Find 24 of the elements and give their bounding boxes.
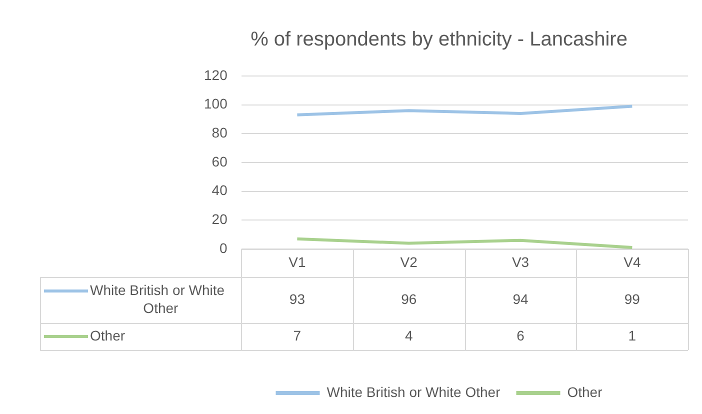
- x-tick-label: V3: [512, 254, 530, 270]
- y-tick-label: 20: [212, 211, 228, 228]
- x-tick-label: V2: [400, 254, 418, 270]
- x-tick-label: V1: [288, 254, 306, 270]
- text: White British or White Other: [326, 384, 500, 400]
- y-tick-label: 100: [204, 96, 228, 112]
- legend-label: White British or White Other: [90, 282, 225, 316]
- data-label: 94: [512, 290, 529, 307]
- chart-title: % of respondents by ethnicity - Lancashire: [250, 28, 628, 51]
- data-label: 4: [404, 327, 413, 344]
- y-tick-label: 40: [212, 182, 228, 198]
- y-tick-label: 80: [212, 124, 228, 141]
- data-label: 99: [624, 290, 640, 307]
- y-tick-label: 0: [220, 240, 228, 256]
- x-tick-label: V4: [624, 254, 641, 270]
- legend-label: Other: [567, 384, 603, 400]
- data-label: 7: [293, 327, 302, 344]
- text: Other: [90, 327, 126, 344]
- y-tick-label: 120: [204, 66, 228, 83]
- data-label: 6: [516, 327, 525, 344]
- data-label: 93: [289, 290, 306, 307]
- data-label: 1: [628, 327, 636, 344]
- y-tick-label: 60: [212, 153, 228, 170]
- data-label: 96: [401, 290, 417, 307]
